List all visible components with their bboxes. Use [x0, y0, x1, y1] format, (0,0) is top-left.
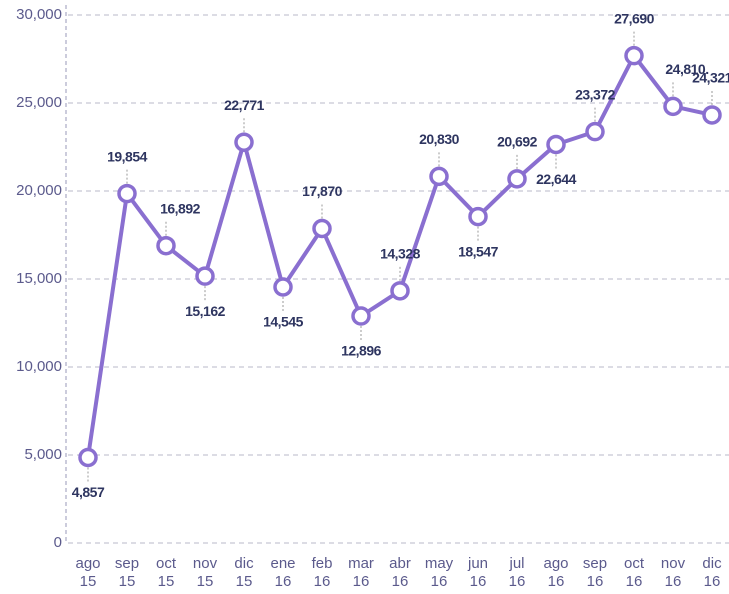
marker [234, 132, 254, 152]
value-label: 23,372 [575, 86, 616, 102]
x-tick-label: dic 15 [234, 555, 254, 590]
x-tick-label: nov 15 [192, 555, 218, 590]
x-tick-label: jul 16 [508, 555, 526, 590]
value-label: 15,162 [185, 303, 226, 319]
x-tick-label: ago 16 [543, 555, 569, 590]
value-label: 14,328 [380, 246, 421, 262]
x-tick-label: sep 16 [582, 555, 608, 590]
x-tick-label: jun 16 [467, 555, 489, 590]
x-tick-label: sep 15 [114, 555, 140, 590]
marker [546, 134, 566, 155]
y-tick-label: 20,000 [16, 182, 62, 199]
x-tick-label: may 16 [424, 555, 454, 590]
y-tick-label: 25,000 [16, 94, 62, 111]
marker [507, 169, 527, 189]
y-tick-label: 0 [54, 534, 62, 551]
marker [273, 277, 293, 297]
value-label: 17,870 [302, 183, 343, 199]
y-tick-label: 15,000 [16, 270, 62, 287]
value-label: 12,896 [341, 343, 382, 359]
value-label: 19,854 [107, 148, 148, 164]
value-label: 14,545 [263, 314, 304, 330]
marker [429, 166, 449, 187]
x-tick-label: abr 16 [389, 555, 411, 590]
value-label: 24,321 [692, 70, 729, 86]
value-label: 16,892 [160, 200, 201, 216]
x-tick-label: oct 16 [623, 555, 644, 590]
value-label: 22,771 [224, 97, 265, 113]
x-tick-label: feb 16 [311, 555, 333, 590]
x-tick-label: mar 16 [348, 555, 374, 590]
marker [351, 306, 371, 326]
x-tick-label: oct 15 [155, 555, 176, 590]
x-tick-label: ene 16 [270, 555, 296, 590]
y-tick-label: 30,000 [16, 6, 62, 23]
value-label: 24,810. [665, 61, 708, 77]
value-label: 18,547 [458, 243, 499, 259]
x-tick-label: dic 16 [702, 555, 722, 590]
x-tick-label: ago 15 [75, 555, 101, 590]
marker [78, 447, 98, 468]
value-label: 22,644 [536, 171, 577, 187]
marker [702, 105, 722, 125]
marker [195, 266, 215, 286]
marker [312, 218, 332, 239]
marker [663, 96, 683, 117]
y-tick-label: 5,000 [24, 446, 62, 463]
marker [468, 206, 488, 227]
value-label: 4,857 [72, 484, 105, 500]
value-label: 20,830 [419, 131, 460, 147]
marker [585, 121, 605, 142]
marker [156, 235, 176, 256]
marker [117, 183, 137, 204]
value-label: 20,692 [497, 134, 538, 150]
value-label: 27,690 [614, 10, 655, 26]
y-tick-label: 10,000 [16, 358, 62, 375]
marker [624, 45, 644, 66]
x-tick-label: nov 16 [660, 555, 686, 590]
marker [390, 281, 410, 301]
